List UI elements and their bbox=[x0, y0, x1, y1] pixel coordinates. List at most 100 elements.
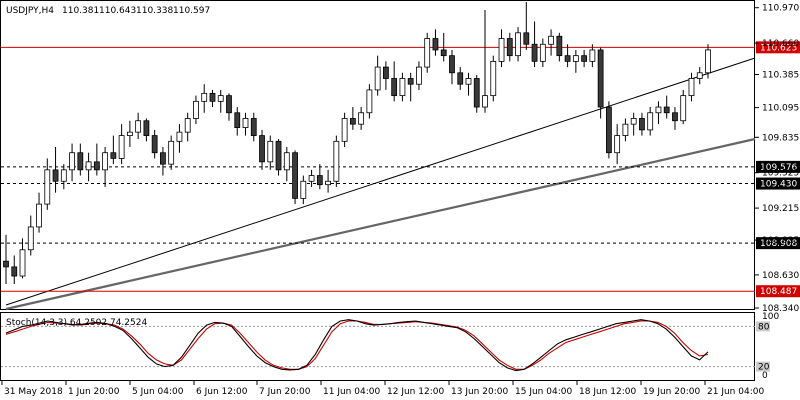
candle bbox=[292, 150, 298, 205]
candle bbox=[432, 29, 439, 56]
candle-body-down bbox=[275, 140, 282, 171]
y-tick-label: 110.660 bbox=[762, 39, 799, 49]
stoch-level-label: 20 bbox=[758, 363, 770, 373]
candle-body-up bbox=[217, 95, 224, 102]
candle bbox=[168, 135, 175, 170]
candle-body-down bbox=[259, 135, 265, 163]
candle-body-down bbox=[93, 161, 100, 171]
candle bbox=[316, 164, 323, 190]
stoch-level-badge bbox=[756, 361, 770, 372]
candle-body-down bbox=[349, 118, 356, 125]
y-tick-label: 109.525 bbox=[762, 169, 799, 179]
trendline-lower[interactable] bbox=[5, 137, 756, 311]
stoch-pane bbox=[0, 312, 755, 381]
candle-body-up bbox=[300, 180, 307, 199]
open-value: 110.381 bbox=[62, 6, 99, 16]
candle bbox=[473, 75, 480, 113]
candle bbox=[110, 135, 117, 165]
candle bbox=[85, 152, 92, 182]
candle bbox=[523, 2, 530, 50]
candle bbox=[308, 169, 315, 187]
candle bbox=[250, 112, 257, 142]
candle-body-down bbox=[226, 95, 232, 114]
candle-body-up bbox=[85, 161, 92, 171]
candle bbox=[193, 95, 199, 125]
candle bbox=[705, 44, 711, 79]
candle-body-down bbox=[383, 66, 389, 79]
candle bbox=[383, 61, 389, 90]
candle-body-down bbox=[506, 38, 513, 57]
level-label: 108.908 bbox=[760, 239, 797, 249]
candle-body-up bbox=[242, 118, 249, 128]
candle bbox=[655, 101, 662, 125]
candle bbox=[572, 49, 579, 73]
candle-body-down bbox=[605, 106, 612, 154]
candle bbox=[564, 44, 571, 68]
candle bbox=[614, 124, 621, 165]
level-badge bbox=[756, 285, 800, 298]
candle-body-up bbox=[60, 169, 67, 182]
candle bbox=[391, 61, 398, 102]
candle bbox=[465, 72, 472, 96]
candle bbox=[399, 72, 406, 102]
candle-body-down bbox=[407, 78, 414, 85]
level-badge bbox=[756, 41, 800, 54]
y-tick-label: 108.340 bbox=[762, 304, 799, 314]
candle-body-down bbox=[473, 78, 480, 108]
candle-body-up bbox=[325, 180, 331, 186]
candle bbox=[118, 124, 125, 165]
candle-body-down bbox=[440, 49, 447, 57]
candle bbox=[44, 158, 51, 210]
level-label: 109.576 bbox=[760, 163, 797, 173]
candle-body-down bbox=[110, 152, 117, 159]
y-tick-label: 109.835 bbox=[762, 133, 799, 143]
y-tick-label: 109.215 bbox=[762, 204, 799, 214]
candle bbox=[300, 175, 307, 205]
candle bbox=[498, 29, 505, 68]
high-value: 110.643 bbox=[99, 6, 136, 16]
candle bbox=[407, 72, 414, 102]
x-tick-label: 31 May 2018 bbox=[4, 387, 63, 397]
candle-body-down bbox=[160, 152, 166, 165]
y-tick-label: 108.935 bbox=[762, 236, 799, 246]
x-tick-label: 5 Jun 04:00 bbox=[132, 387, 184, 397]
candle-body-up bbox=[680, 95, 687, 122]
candle-body-up bbox=[515, 32, 521, 57]
level-label: 108.487 bbox=[760, 287, 797, 297]
candle bbox=[135, 112, 142, 140]
x-tick-label: 18 Jun 12:00 bbox=[579, 387, 636, 397]
candle bbox=[151, 129, 158, 159]
x-tick-label: 13 Jun 20:00 bbox=[451, 387, 508, 397]
candle-body-down bbox=[391, 78, 398, 97]
y-tick-label: 110.385 bbox=[762, 71, 799, 81]
candle bbox=[457, 67, 464, 90]
candle-body-up bbox=[69, 152, 75, 171]
x-tick-label: 19 Jun 20:00 bbox=[643, 387, 700, 397]
candle-body-up bbox=[201, 92, 208, 102]
candle bbox=[416, 61, 422, 90]
trendline-upper[interactable] bbox=[5, 57, 756, 306]
candle bbox=[11, 255, 18, 285]
candle bbox=[358, 107, 365, 130]
candle-body-down bbox=[77, 152, 84, 171]
candle bbox=[283, 147, 290, 182]
candle bbox=[490, 55, 497, 102]
candle-body-down bbox=[672, 112, 678, 122]
candle bbox=[639, 112, 645, 136]
candle-body-down bbox=[151, 135, 158, 154]
candle bbox=[548, 29, 554, 56]
y-tick-label: 110.095 bbox=[762, 104, 799, 114]
candle bbox=[515, 27, 521, 62]
candle-body-up bbox=[374, 66, 381, 91]
low-value: 110.338 bbox=[136, 6, 173, 16]
candle-body-up bbox=[168, 140, 175, 165]
stoch-label: Stoch(14,3,3) 64.2502 74.2524 bbox=[6, 318, 147, 328]
stoch-level-badge bbox=[756, 321, 770, 332]
candle bbox=[242, 112, 249, 136]
candle-body-down bbox=[143, 120, 150, 136]
candle bbox=[209, 89, 216, 108]
candle-body-up bbox=[572, 55, 579, 62]
candle bbox=[143, 118, 150, 142]
candle-body-up bbox=[589, 49, 596, 62]
